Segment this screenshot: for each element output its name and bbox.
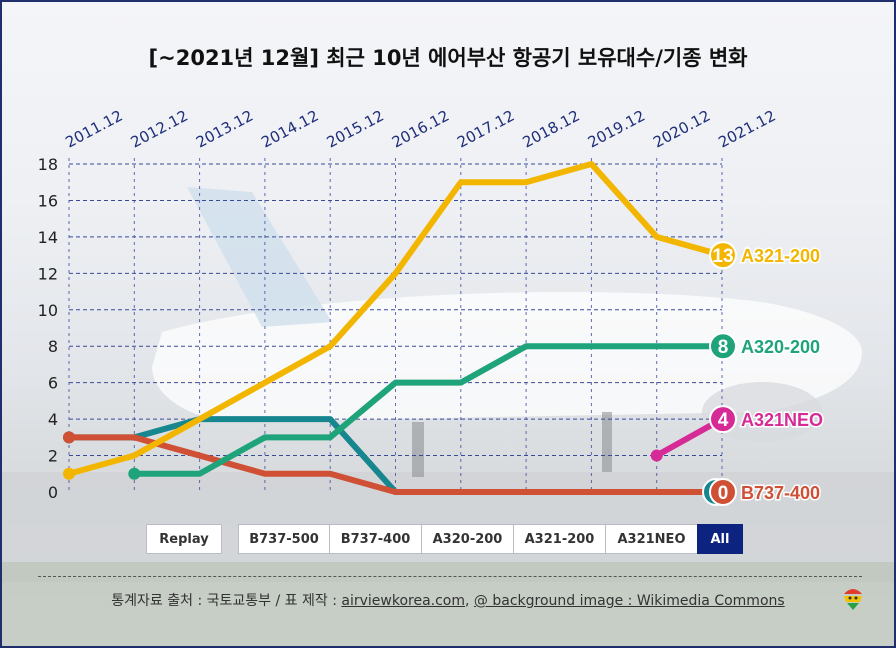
x-tick-label: 2012.12 <box>128 107 191 152</box>
x-tick-label: 2013.12 <box>193 107 256 152</box>
x-tick-label: 2020.12 <box>650 107 713 152</box>
filter-a321neo-button[interactable]: A321NEO <box>605 524 698 554</box>
series-legend-label-a321neo: A321NEO <box>741 410 823 430</box>
series-legend-label-a321-200: A321-200 <box>741 246 820 266</box>
x-tick-label: 2011.12 <box>62 107 125 152</box>
x-tick-label: 2016.12 <box>389 107 452 152</box>
x-tick-label: 2019.12 <box>585 107 648 152</box>
series-start-point-a321neo <box>650 449 663 462</box>
footer: 통계자료 출처 : 국토교통부 / 표 제작 : airviewkorea.co… <box>2 590 894 610</box>
y-tick-label: 8 <box>48 337 58 356</box>
series-line-a320-200 <box>131 343 725 477</box>
end-marker-a320-200 <box>709 332 737 361</box>
y-tick-label: 4 <box>48 410 58 429</box>
footer-site-link[interactable]: airviewkorea.com <box>341 593 466 609</box>
series-legend-label-a320-200: A320-200 <box>741 337 820 357</box>
series-line-b737-400 <box>66 434 725 495</box>
end-value-label-a321-200: 13 <box>712 246 733 267</box>
y-tick-label: 14 <box>38 228 58 247</box>
x-tick-label: 2014.12 <box>258 107 321 152</box>
chart-title: [~2021년 12월] 최근 10년 에어부산 항공기 보유대수/기종 변화 <box>148 46 748 70</box>
y-tick-label: 18 <box>38 155 58 174</box>
y-tick-label: 6 <box>48 374 58 393</box>
filter-all-button[interactable]: All <box>697 524 743 554</box>
site-logo-icon <box>844 589 862 610</box>
end-value-label-a320-200: 8 <box>718 337 729 358</box>
x-tick-label: 2021.12 <box>715 107 778 152</box>
y-tick-label: 0 <box>48 483 58 502</box>
series-legend-label-b737-400: B737-400 <box>741 483 820 503</box>
y-tick-label: 12 <box>38 264 58 283</box>
footer-source: 통계자료 출처 : 국토교통부 / 표 제작 : <box>111 593 342 609</box>
end-marker-a321-200 <box>709 241 737 270</box>
y-tick-label: 2 <box>48 447 58 466</box>
x-tick-label: 2017.12 <box>454 107 517 152</box>
end-marker-b737-400 <box>709 478 737 506</box>
end-value-label-b737-400: 0 <box>718 483 729 504</box>
filter-a320-200-button[interactable]: A320-200 <box>421 524 514 554</box>
filter-a321-200-button[interactable]: A321-200 <box>513 524 606 554</box>
series-start-point-b737-400 <box>63 431 75 444</box>
footer-separator: , <box>465 593 474 609</box>
filter-b737-500-button[interactable]: B737-500 <box>238 524 330 554</box>
filter-b737-400-button[interactable]: B737-400 <box>329 524 422 554</box>
series-start-point-a321-200 <box>63 467 75 480</box>
series-line-a321-200 <box>66 161 725 477</box>
end-value-label-a321neo: 4 <box>718 410 729 431</box>
y-tick-label: 16 <box>38 191 58 210</box>
footer-bg-credit-link[interactable]: @ background image : Wikimedia Commons <box>473 593 785 609</box>
end-marker-a321neo <box>709 405 737 434</box>
x-tick-label: 2015.12 <box>324 107 387 152</box>
replay-button[interactable]: Replay <box>146 524 222 554</box>
line-chart: 2011.12 2012.12 2013.12 2014.12 2015.12 2016.… <box>38 107 825 506</box>
y-tick-label: 10 <box>38 301 58 320</box>
footer-divider <box>38 576 862 577</box>
series-start-point-a320-200 <box>128 467 141 480</box>
x-tick-label: 2018.12 <box>520 107 583 152</box>
